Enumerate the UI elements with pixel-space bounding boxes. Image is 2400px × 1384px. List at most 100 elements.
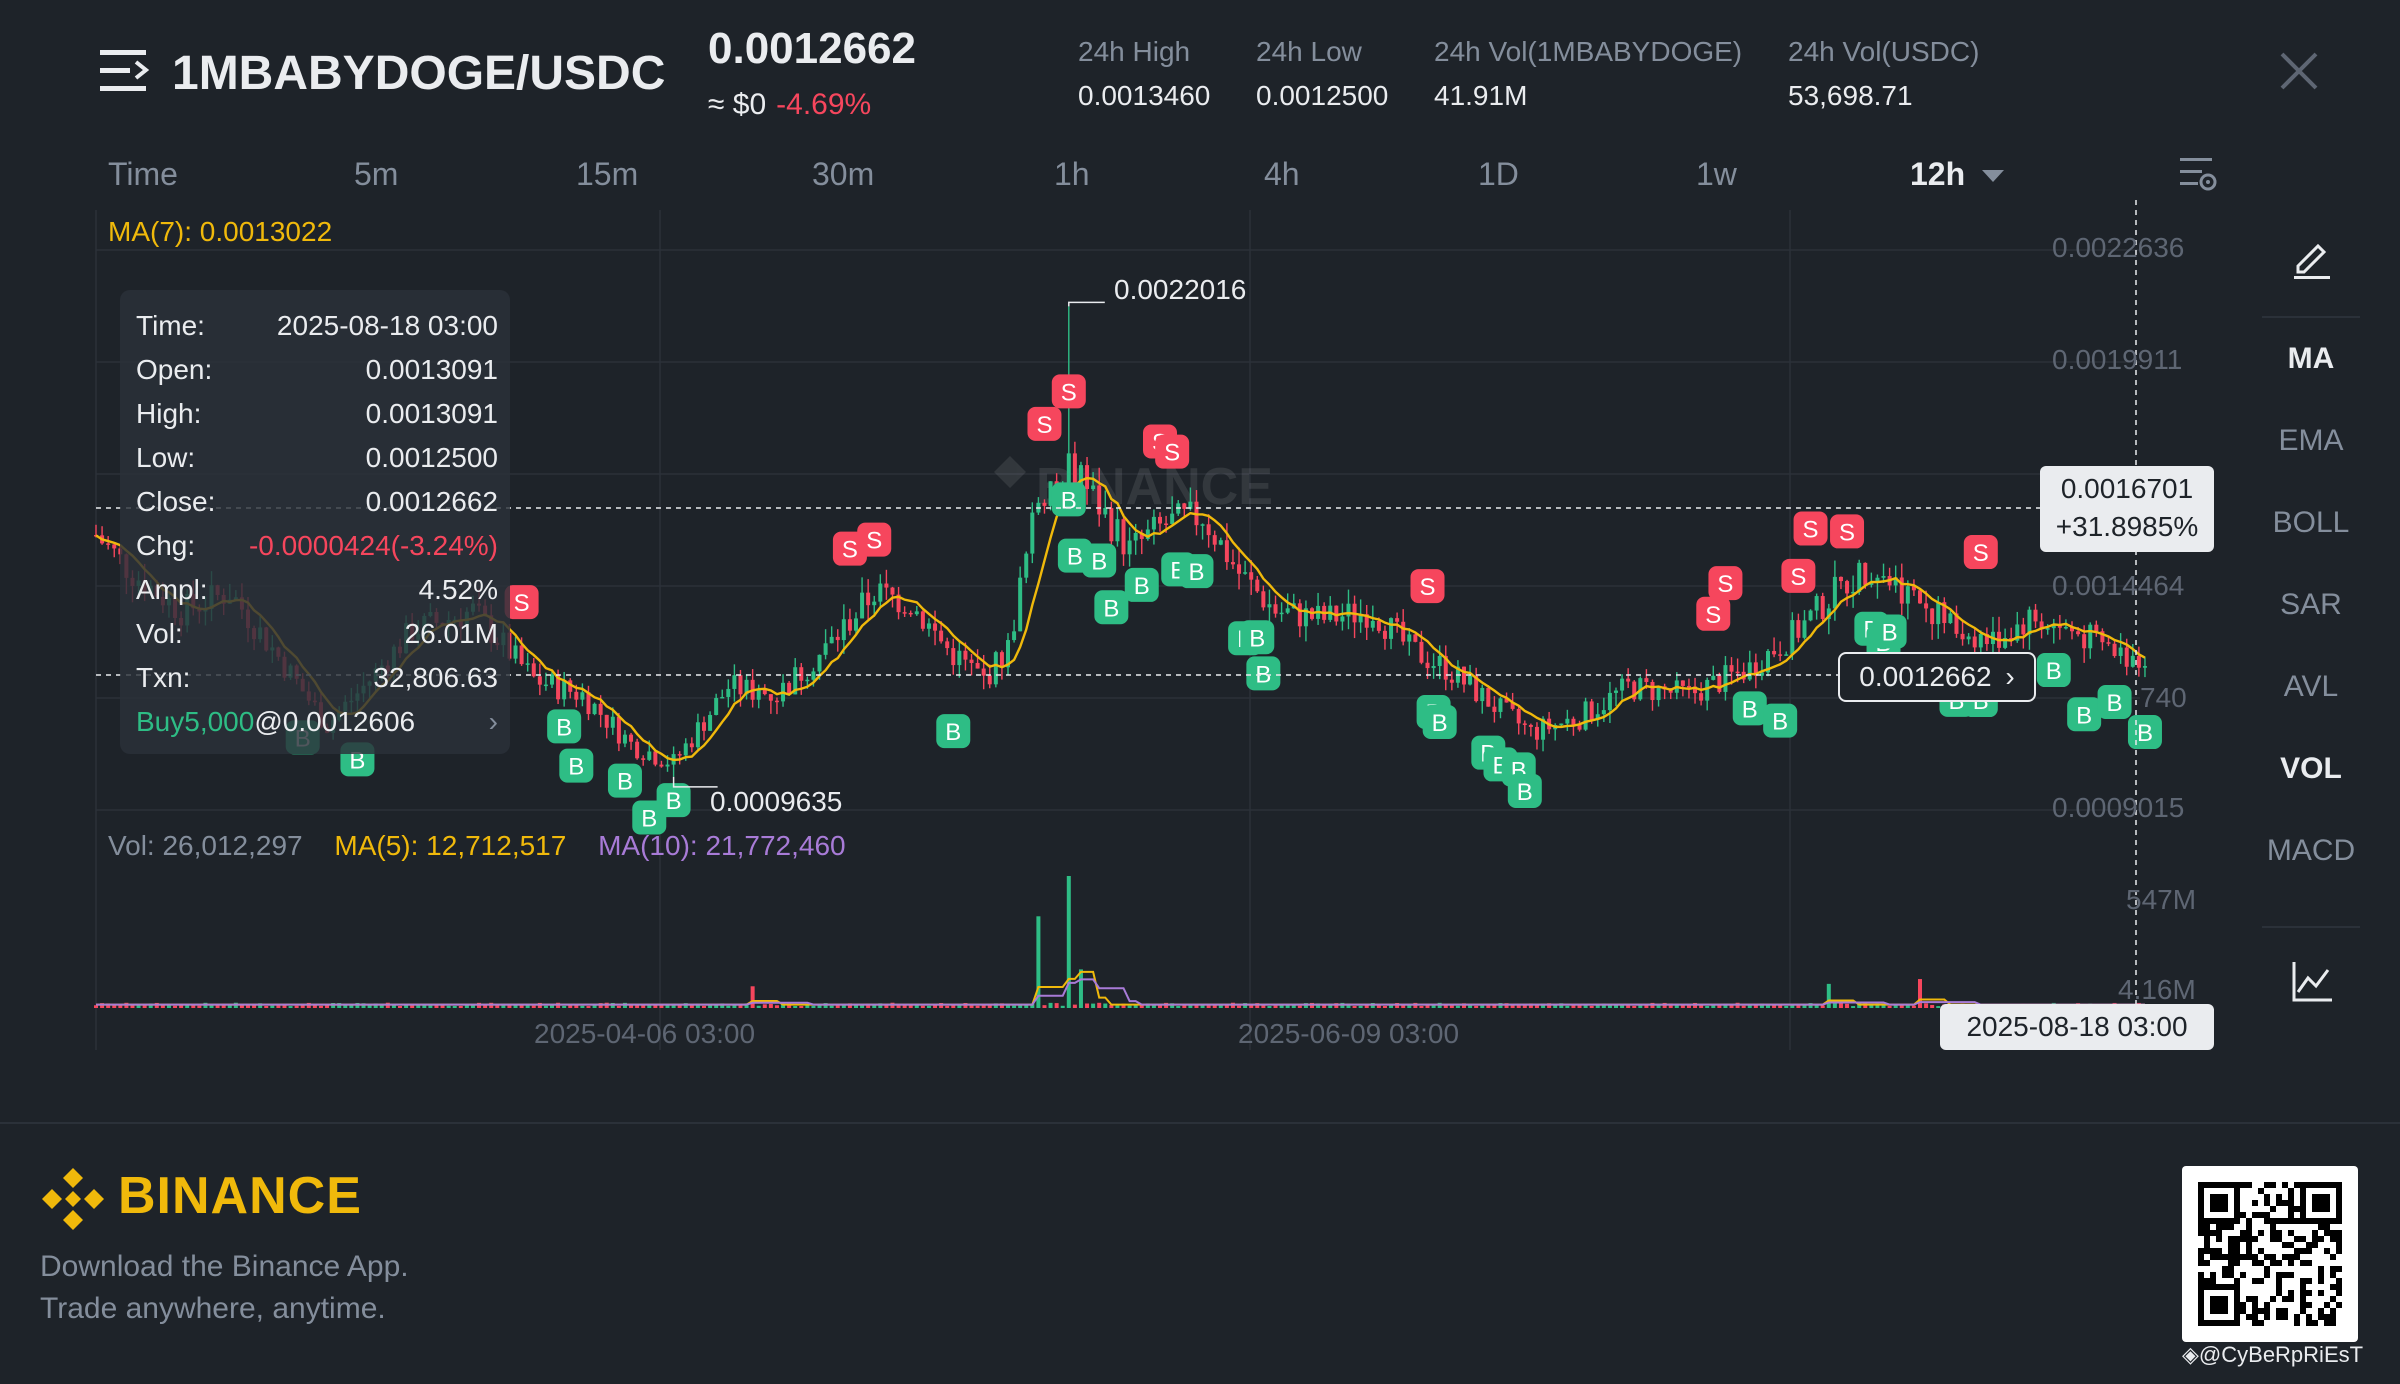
qr-module: [2246, 1230, 2252, 1236]
qr-module: [2288, 1290, 2294, 1296]
qr-module: [2234, 1260, 2240, 1266]
pencil-icon[interactable]: [2290, 236, 2334, 280]
volume-bar: [1237, 1005, 1242, 1008]
volume-bar: [1279, 1005, 1284, 1008]
candle-body: [1869, 582, 1874, 585]
close-icon[interactable]: [2276, 48, 2322, 94]
qr-module: [2276, 1236, 2282, 1242]
candle-body: [1711, 675, 1716, 680]
candle-body: [556, 674, 561, 700]
volume-bar: [495, 1005, 500, 1008]
tab-1h[interactable]: 1h: [1054, 156, 1090, 192]
indicator-boll[interactable]: BOLL: [2272, 506, 2350, 539]
volume-bar: [1127, 1005, 1132, 1008]
qr-module: [2336, 1236, 2342, 1242]
tab-12h[interactable]: 12h: [1910, 156, 2005, 193]
volume-bar: [574, 1005, 579, 1008]
qr-module: [2336, 1284, 2342, 1290]
marker-letter: S: [1790, 564, 1806, 591]
qr-module: [2294, 1314, 2300, 1320]
indicator-macd[interactable]: MACD: [2266, 834, 2356, 867]
volume-axis-label: 547M: [2126, 884, 2197, 915]
tab-1w[interactable]: 1w: [1696, 156, 1737, 192]
chart-watermark: BINANCE: [994, 456, 1273, 516]
candle-body: [1261, 591, 1266, 608]
tab-1d[interactable]: 1D: [1478, 156, 1519, 192]
volume-bar: [1717, 1005, 1722, 1008]
indicator-ma[interactable]: MA: [2287, 342, 2335, 375]
qr-module: [2246, 1242, 2252, 1248]
volume-bar: [1583, 1005, 1588, 1008]
tooltip-buy-row[interactable]: Buy5,000@0.0012606 ›: [136, 706, 498, 738]
volume-bar: [1078, 969, 1083, 1008]
candle-body: [562, 680, 567, 700]
sell-marker: S: [1963, 535, 1998, 570]
indicator-sar[interactable]: SAR: [2280, 588, 2342, 621]
qr-module: [2282, 1200, 2288, 1206]
candle-body: [1826, 608, 1831, 619]
candle-body: [2100, 631, 2105, 643]
qr-module: [2240, 1254, 2246, 1260]
tab-time[interactable]: Time: [108, 156, 178, 192]
indicator-avl[interactable]: AVL: [2283, 670, 2339, 703]
tab-5m[interactable]: 5m: [354, 156, 399, 192]
indicator-ema[interactable]: EMA: [2278, 424, 2344, 457]
qr-module: [2336, 1242, 2342, 1248]
tab-4h[interactable]: 4h: [1264, 156, 1300, 192]
candle-body: [963, 650, 968, 660]
crosshair-date-tag: 2025-08-18 03:00: [1940, 1004, 2214, 1050]
candle-body: [1680, 680, 1685, 686]
volume-bar: [391, 1005, 396, 1008]
volume-bar: [142, 1005, 147, 1008]
volume-bar: [702, 1005, 706, 1008]
qr-module: [2276, 1260, 2282, 1266]
chart-settings-icon[interactable]: [2176, 152, 2220, 196]
qr-module: [2288, 1254, 2294, 1260]
qr-module: [2282, 1308, 2288, 1314]
candle-body: [823, 643, 828, 655]
qr-module: [2258, 1230, 2264, 1236]
tooltip-buy-label: Buy5,000: [136, 706, 255, 737]
candle-body: [1875, 577, 1880, 583]
candle-body: [1851, 591, 1856, 594]
volume-bar: [197, 1005, 202, 1008]
marker-letter: S: [514, 590, 530, 617]
volume-bar: [343, 1003, 348, 1008]
qr-module: [2252, 1314, 2258, 1320]
volume-bar: [1364, 1003, 1369, 1008]
qr-module: [2306, 1242, 2312, 1248]
menu-icon[interactable]: [100, 48, 152, 92]
candle-body: [2070, 626, 2074, 632]
volume-bar: [215, 1004, 220, 1008]
volume-bar: [130, 1005, 135, 1008]
buy-marker: B: [1240, 620, 1275, 655]
current-price-tag[interactable]: 0.0012662 ›: [1838, 652, 2036, 702]
marker-badge: [1872, 614, 1907, 649]
qr-module: [2216, 1254, 2222, 1260]
qr-module: [2288, 1218, 2294, 1224]
marker-letter: B: [349, 747, 365, 774]
tooltip-key: Chg:: [136, 530, 196, 561]
indicator-vol[interactable]: VOL: [2280, 752, 2342, 785]
tab-30m[interactable]: 30m: [812, 156, 875, 192]
y-axis-label: 0.0009015: [2052, 792, 2185, 823]
marker-letter: B: [1061, 487, 1077, 514]
marker-badge: [857, 522, 892, 557]
qr-module: [2204, 1248, 2210, 1254]
volume-bar: [1316, 1003, 1321, 1008]
candle-body: [1145, 529, 1150, 539]
tab-15m[interactable]: 15m: [576, 156, 639, 192]
candle-body: [1024, 553, 1029, 578]
qr-module: [2294, 1236, 2300, 1242]
all-time-high-label: 0.0022016: [1114, 274, 1247, 305]
tooltip-value: -0.0000424(-3.24%): [248, 530, 498, 561]
volume-bar: [841, 1005, 846, 1008]
candle-body: [1857, 562, 1862, 592]
candle-body: [1012, 631, 1017, 641]
line-chart-icon[interactable]: [2290, 960, 2334, 1004]
sell-marker: S: [1155, 434, 1190, 469]
qr-module: [2258, 1188, 2264, 1194]
pair-title[interactable]: 1MBABYDOGE/USDC: [172, 47, 666, 100]
volume-bar: [1614, 1004, 1618, 1008]
candle-body: [1468, 675, 1473, 685]
